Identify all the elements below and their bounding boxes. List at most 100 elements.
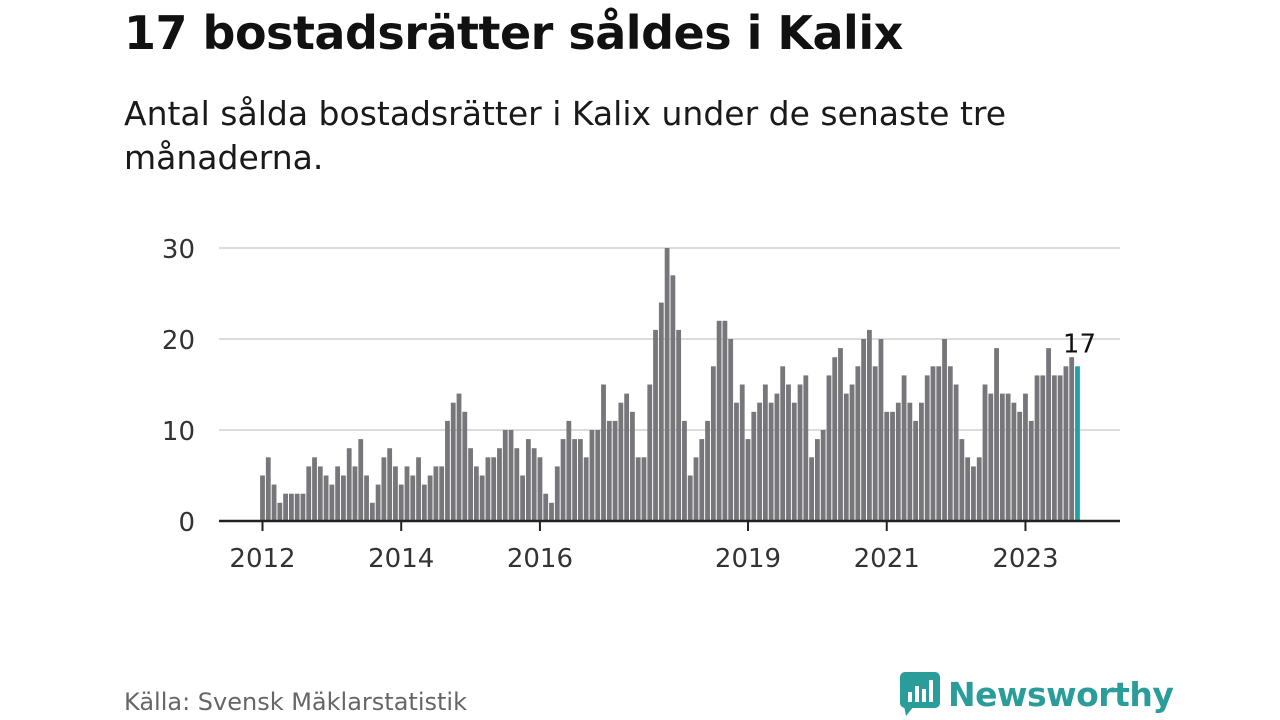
bar	[791, 402, 797, 521]
bar	[364, 475, 369, 521]
bar	[936, 366, 942, 521]
bar	[890, 411, 895, 521]
bar	[375, 484, 381, 521]
bar	[277, 502, 283, 521]
bar	[786, 384, 791, 521]
bar	[924, 375, 930, 521]
bar	[745, 439, 751, 521]
bar	[421, 484, 427, 521]
bar	[283, 493, 289, 521]
bar	[560, 439, 566, 521]
y-tick-label: 30	[162, 235, 195, 265]
bar	[768, 402, 774, 521]
bar	[953, 384, 959, 521]
bar	[554, 466, 560, 521]
bar	[1017, 411, 1023, 521]
bar	[913, 420, 919, 521]
bar	[809, 457, 814, 521]
bar	[491, 457, 497, 521]
bar	[358, 439, 364, 521]
x-tick-label: 2016	[507, 544, 573, 574]
bar	[456, 393, 462, 521]
bar	[462, 411, 468, 521]
bar	[780, 366, 786, 521]
bar	[306, 466, 312, 521]
brand-logo[interactable]: Newsworthy	[900, 670, 1174, 718]
bar	[468, 448, 473, 521]
bar	[410, 475, 416, 521]
bar	[705, 420, 710, 521]
bar	[982, 384, 988, 521]
bar	[658, 302, 664, 521]
bar	[502, 430, 508, 521]
bar-highlight	[1075, 366, 1080, 521]
bar	[895, 402, 901, 521]
bar	[849, 384, 855, 521]
x-tick-label: 2019	[715, 544, 781, 574]
bar	[369, 502, 375, 521]
bar	[566, 420, 572, 521]
y-tick-label: 10	[162, 417, 195, 447]
bar	[317, 466, 323, 521]
bar	[832, 357, 838, 521]
bar	[797, 384, 803, 521]
bar	[803, 375, 809, 521]
bar	[1063, 366, 1069, 521]
bar	[959, 439, 965, 521]
bar	[716, 320, 722, 521]
bar	[416, 457, 421, 521]
bar	[606, 420, 612, 521]
bar	[341, 475, 346, 521]
bar	[543, 493, 549, 521]
bar	[525, 439, 531, 521]
bar	[352, 466, 358, 521]
bar	[739, 384, 745, 521]
x-tick-label: 2023	[992, 544, 1058, 574]
bar	[1057, 375, 1063, 521]
bar	[861, 339, 867, 521]
bar	[814, 439, 820, 521]
bar	[329, 484, 335, 521]
bar	[427, 475, 433, 521]
bar	[734, 402, 739, 521]
bar	[867, 329, 872, 521]
bar	[676, 329, 682, 521]
bar	[473, 466, 479, 521]
y-tick-label: 20	[162, 326, 195, 356]
bar	[1051, 375, 1057, 521]
bar	[583, 457, 589, 521]
bar	[664, 248, 670, 521]
bar	[930, 366, 936, 521]
bar	[1005, 393, 1011, 521]
bar	[624, 393, 630, 521]
bar	[693, 457, 699, 521]
last-value-annotation: 17	[1063, 329, 1096, 359]
bar-chart-speech-bubble-icon	[900, 672, 940, 716]
bar	[323, 475, 329, 521]
bar	[1028, 420, 1034, 521]
x-tick-label: 2021	[854, 544, 920, 574]
bar	[838, 348, 843, 521]
bar	[439, 466, 445, 521]
bar	[572, 439, 578, 521]
bar	[450, 402, 456, 521]
bar	[653, 329, 658, 521]
bar	[1011, 402, 1017, 521]
bar	[647, 384, 653, 521]
bar	[635, 457, 641, 521]
bar	[907, 402, 913, 521]
bar	[994, 348, 999, 521]
bar	[335, 466, 341, 521]
bar	[1046, 348, 1051, 521]
bar	[682, 420, 687, 521]
bar	[826, 375, 832, 521]
bar	[612, 420, 618, 521]
bar	[1040, 375, 1046, 521]
bar	[508, 430, 514, 521]
bar	[855, 366, 861, 521]
bar	[398, 484, 404, 521]
bar	[549, 502, 554, 521]
bar	[872, 366, 878, 521]
bar	[965, 457, 971, 521]
bar	[947, 366, 953, 521]
